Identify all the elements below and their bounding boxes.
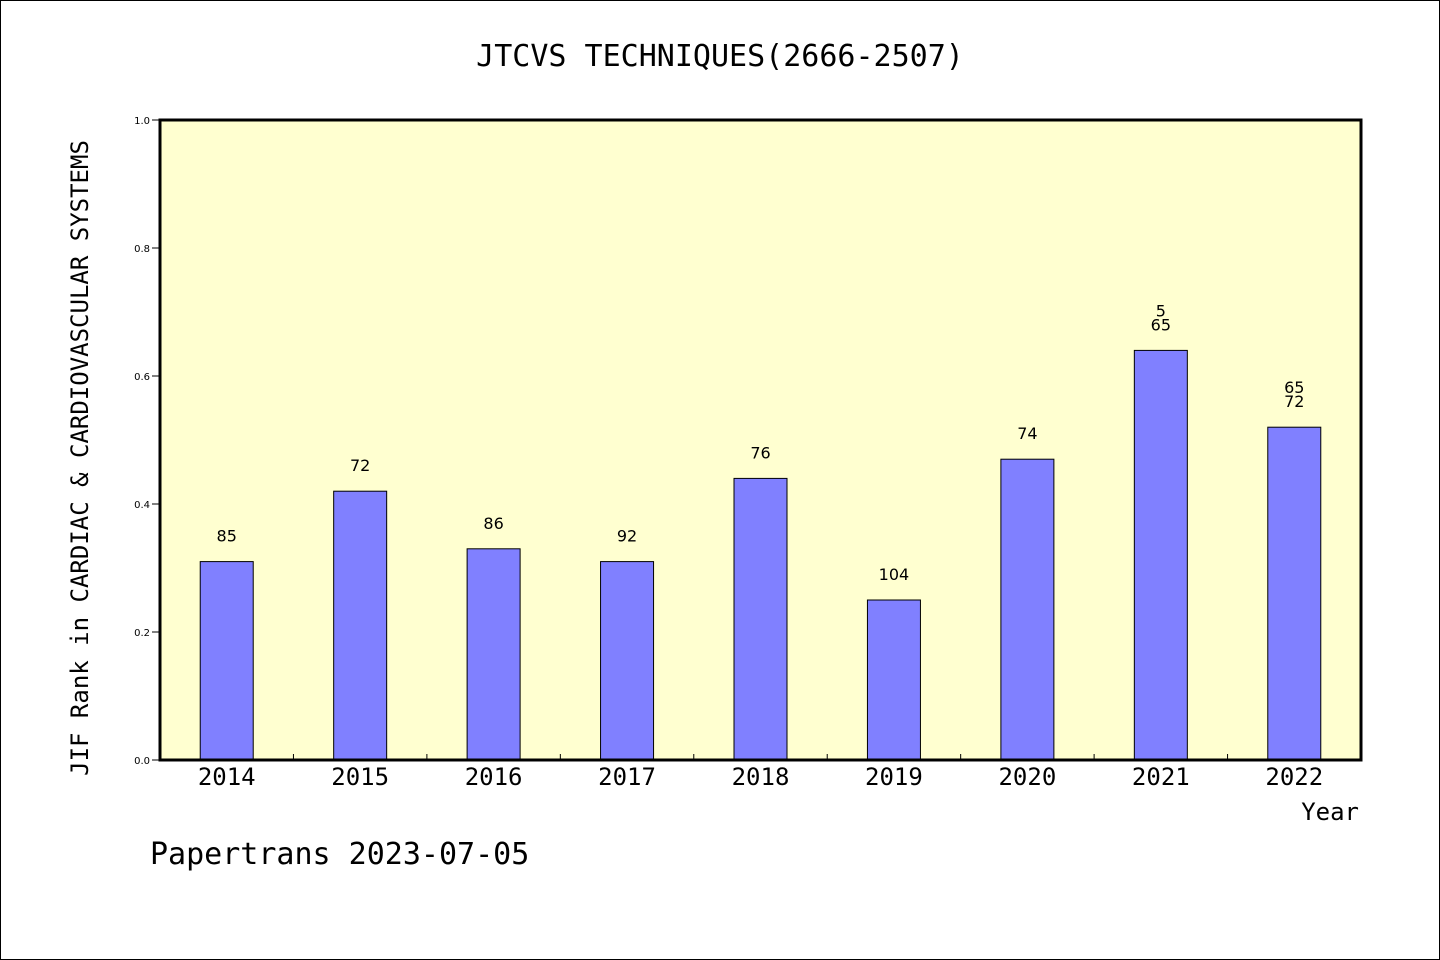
y-tick-label: 0.8 [134,244,150,255]
bar-2018 [733,477,788,761]
x-tick-label: 2017 [598,763,656,791]
x-tick-label: 2018 [732,763,790,791]
x-tick-label: 2016 [465,763,523,791]
x-tick-label: 2019 [865,763,923,791]
bar-2020 [1000,458,1055,761]
y-tick-label: 0.0 [134,756,150,767]
x-tick-label: 2015 [331,763,389,791]
bar-value-label-2022: 65 [1284,378,1304,397]
chart-title: JTCVS TECHNIQUES(2666-2507) [476,39,964,74]
x-tick-label: 2021 [1132,763,1190,791]
bar-2019 [866,599,921,761]
bar-value-label-2021: 65 [1151,315,1171,334]
y-tick-label: 1.0 [134,116,150,127]
bar-value-label-2019: 104 [879,565,910,584]
bar-2016 [466,548,521,761]
bar-2015 [333,490,388,761]
y-tick-label: 0.4 [134,500,150,511]
bar-value-label-2016: 86 [483,514,503,533]
bar-value-label-2017: 92 [617,527,637,546]
y-axis-label: JIF Rank in CARDIAC & CARDIOVASCULAR SYS… [66,140,94,776]
bar-value-label-2015: 72 [350,456,370,475]
footer-credit: Papertrans 2023-07-05 [150,837,529,872]
bar-2014 [199,561,254,761]
bar-2021 [1133,349,1188,761]
bar-2022 [1267,426,1322,761]
y-ticks-group: 0.0 0.2 0.4 0.6 0.8 1.0 [134,116,160,767]
x-tick-label: 2014 [198,763,256,791]
x-tick-label: 2020 [998,763,1056,791]
x-ticks-group: 2014 2015 2016 2017 2018 2019 2020 2021 2022 [198,754,1323,791]
y-tick-label: 0.2 [134,628,150,639]
bars-group [199,349,1322,761]
bar-value-label-2020: 74 [1017,424,1037,443]
plot-border [158,118,1363,762]
x-axis-label: Year [1301,798,1359,826]
bar-value-label-2022: 72 [1284,392,1304,411]
y-tick-label: 0.6 [134,372,150,383]
bar-value-label-2018: 76 [750,443,770,462]
bar-value-label-2021: 5 [1156,301,1166,320]
bar-value-label-2014: 85 [217,527,237,546]
bar-2017 [600,561,655,761]
x-tick-label: 2022 [1265,763,1323,791]
